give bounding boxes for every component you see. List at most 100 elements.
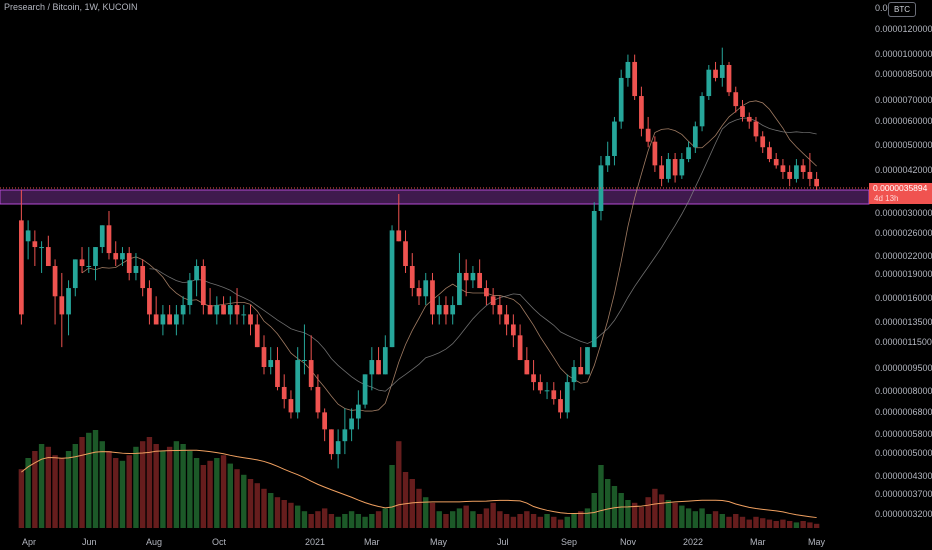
candle [45,235,51,267]
candle [612,116,617,166]
candle [349,408,354,442]
candle [564,374,570,419]
volume-bar [254,483,260,528]
candle [551,382,557,405]
candle-body [25,230,31,242]
candle [645,116,651,148]
candle [490,288,496,315]
volume-bar [551,516,557,528]
volume-bar [92,430,99,528]
candle [52,259,58,325]
volume-bar [712,511,719,528]
volume-bar [119,460,126,528]
candle-body [302,360,307,362]
time-tick-label: Nov [620,537,637,547]
candle [558,390,563,419]
volume-bar [220,455,227,528]
candle-body [564,382,570,413]
candle-body [807,171,813,179]
price-tick-label: 0.0000100000 [875,49,932,59]
candle [241,305,247,325]
volume-bar [423,497,429,528]
candle-body [382,347,388,375]
time-tick-label: Mar [364,537,380,547]
candle [376,347,381,375]
price-tick-label: 0.0000005800 [875,429,932,439]
volume-bar [490,502,496,528]
candle [484,280,489,306]
candle [430,272,435,325]
volume-bar [146,437,153,528]
candle [362,374,368,409]
volume-bar [193,458,200,528]
price-axis[interactable]: 0.0000120000 0.0000100000 0.0000085000 0.00… [875,3,932,519]
candle-body [227,305,233,315]
candle-body [369,360,375,375]
candle-body [423,280,429,297]
candle [477,259,483,289]
candle-body [436,305,442,315]
volume-bar [544,514,550,528]
candle-body [463,272,469,281]
candle-body [719,64,725,78]
candle [180,296,186,325]
candle [719,47,725,87]
candle [153,296,159,325]
candle-body [753,121,759,137]
price-tick-label: 0.0000050000 [875,140,932,150]
volume-bar [342,514,348,528]
volume-bar [497,511,503,528]
price-tick-label: 0.0000011500 [875,337,932,347]
candle [470,266,476,289]
volume-bar [99,441,105,528]
volume-bar [476,514,483,528]
time-tick-label: Jun [82,537,97,547]
candle [639,86,644,137]
volume-bar [618,493,624,528]
volume-bar [760,518,766,528]
candle-body [645,128,651,142]
candle-body [86,266,92,268]
volume-bar [113,458,119,528]
candle-body [585,347,590,375]
time-tick-label: Mar [750,537,766,547]
volume-bar [166,446,173,528]
volume-bar [503,514,510,528]
volume-bar [402,472,409,528]
volume-bar [537,516,544,528]
candle-body [79,259,85,267]
candle [423,272,429,306]
volume-bar [241,474,247,528]
candle [787,165,793,187]
candle [618,69,624,129]
volume-bar [611,486,618,528]
price-tick-label: 0.0000005000 [875,448,932,458]
price-tick-label: 0.0000004300 [875,471,932,481]
volume-bar [685,508,692,528]
candle-body [99,225,105,248]
volume-bar [375,511,382,528]
candle-body [241,314,247,316]
price-tick-label: 0.0000003700 [875,489,932,499]
candle-body [254,324,260,348]
time-axis[interactable]: Apr Jun Aug Oct 2021 Mar May Jul Sep Nov 2022 Mar Ma… [22,537,826,547]
currency-badge[interactable]: BTC [888,2,916,17]
volume-bar [227,463,233,528]
candle [288,390,294,419]
candle [342,408,348,455]
candle [19,190,24,325]
candle-body [45,247,51,267]
volume-bar [38,444,45,528]
candle-body [39,247,44,249]
candle-body [376,360,381,375]
price-tick-label: 0.00 [875,3,893,13]
candle-body [760,136,766,148]
candle [167,305,172,325]
candle [713,61,718,82]
candle-body [767,147,772,160]
candle [335,429,341,469]
volume-bar [571,514,577,528]
candle [443,296,449,325]
candle-body [160,314,166,325]
